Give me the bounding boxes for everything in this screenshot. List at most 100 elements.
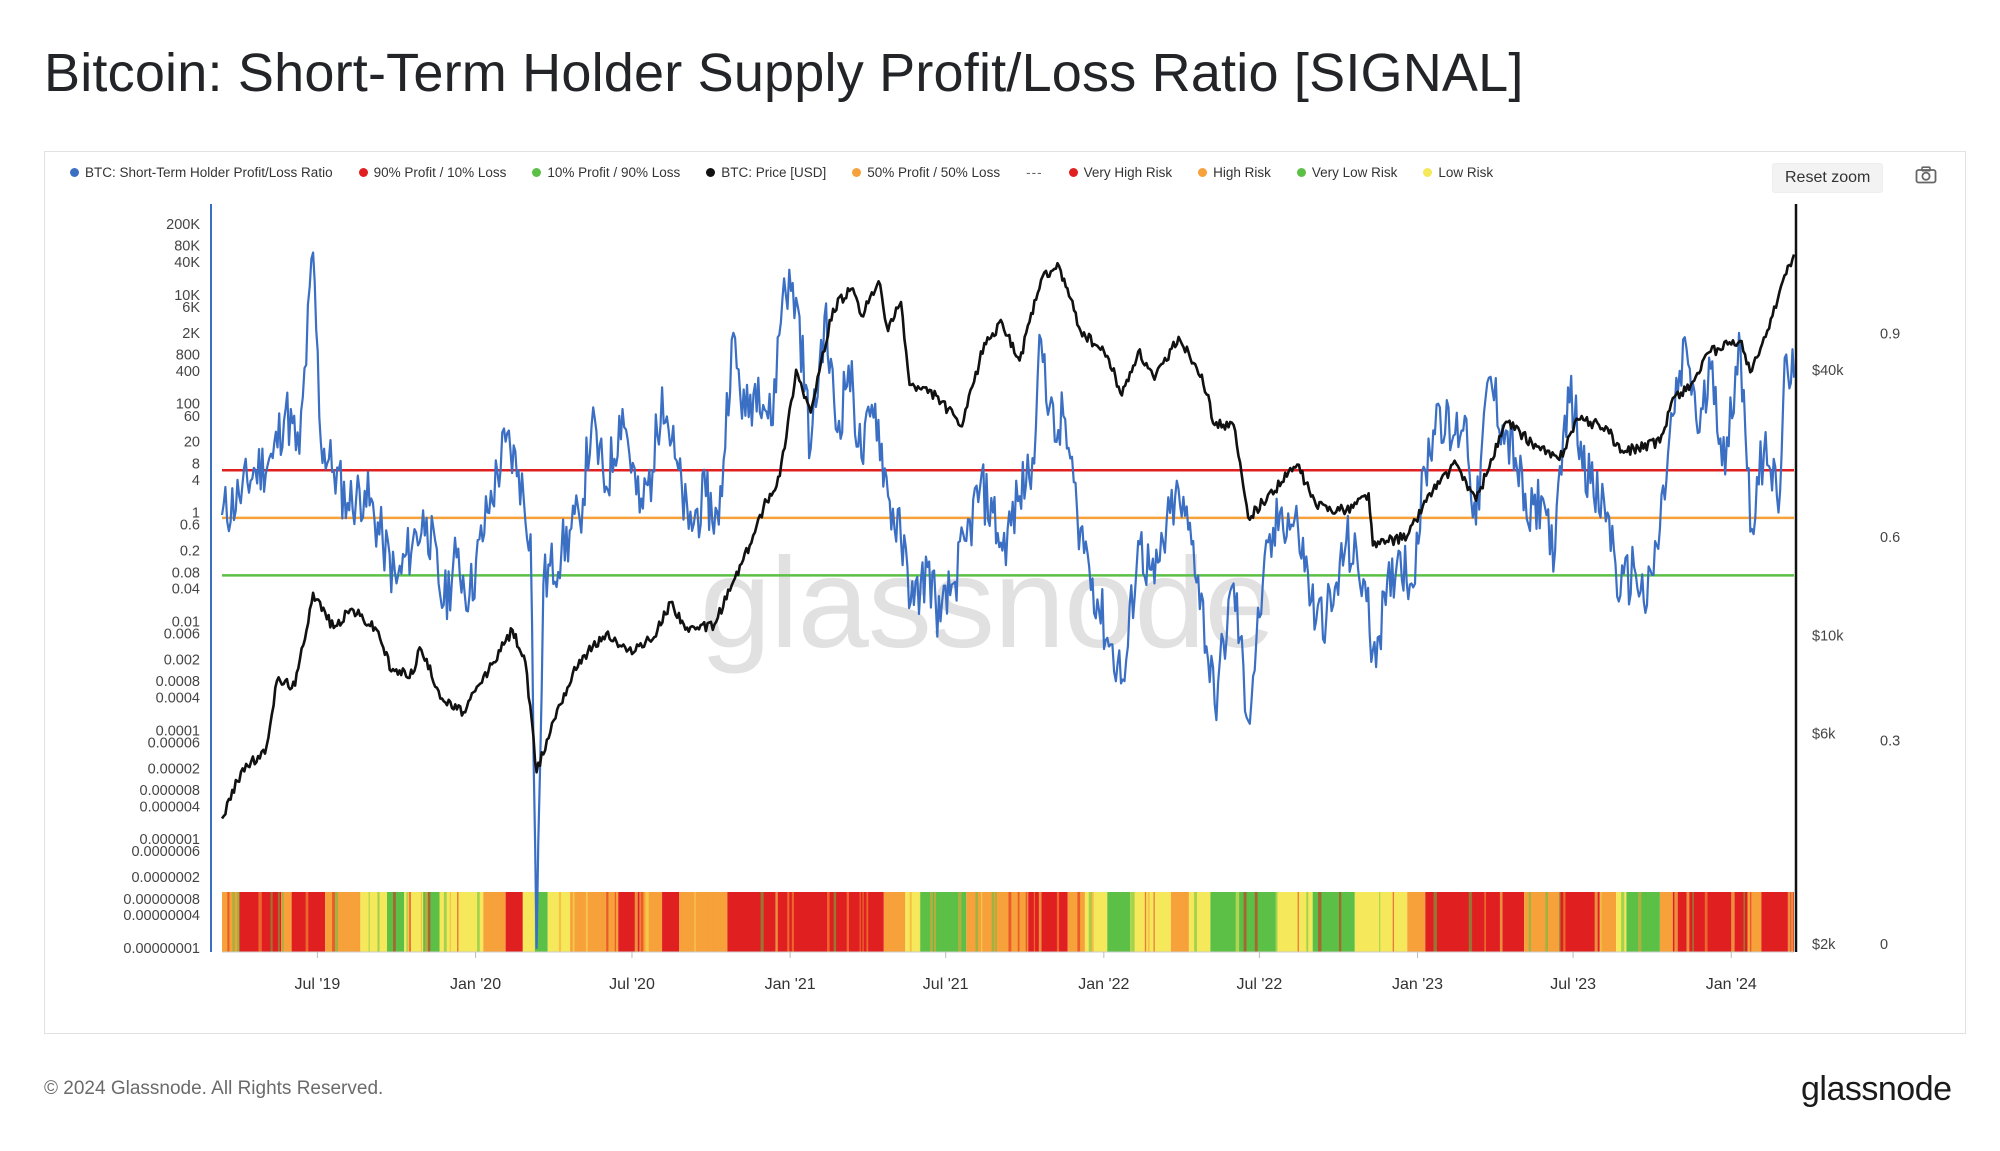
- x-tick-label: Jul '23: [1550, 976, 1596, 993]
- risk-band-stripe: [1545, 892, 1549, 952]
- risk-band-stripe: [332, 892, 335, 952]
- y-left-tick-label: 0.00000004: [123, 908, 200, 924]
- legend-item[interactable]: Very High Risk: [1068, 164, 1173, 180]
- risk-band-stripe: [665, 892, 667, 952]
- risk-band-stripe: [585, 892, 588, 952]
- risk-band-stripe: [805, 892, 809, 952]
- risk-band-segment: [1130, 892, 1171, 952]
- risk-band-segment: [662, 892, 680, 952]
- risk-band-stripe: [406, 892, 408, 952]
- y-left-tick-label: 0.00006: [148, 735, 200, 751]
- legend-item[interactable]: BTC: Short-Term Holder Profit/Loss Ratio: [70, 165, 333, 180]
- risk-band-stripe: [1185, 892, 1187, 952]
- risk-band-stripe: [846, 892, 849, 952]
- y-left-tick-label: 800: [176, 348, 200, 364]
- risk-band-stripe: [1090, 892, 1094, 952]
- risk-band-stripe: [558, 892, 562, 952]
- legend-item[interactable]: High Risk: [1198, 165, 1271, 180]
- risk-band-stripe: [775, 892, 778, 952]
- risk-band-stripe: [1505, 892, 1508, 952]
- x-tick-label: Jan '23: [1392, 976, 1443, 993]
- risk-band-stripe: [842, 892, 845, 952]
- risk-band-stripe: [727, 892, 730, 952]
- risk-band-stripe: [1077, 892, 1081, 952]
- y-left-tick-label: 0.0000006: [131, 844, 200, 860]
- risk-band-stripe: [393, 892, 396, 952]
- tick-labels: 200K80K40K10K6K2K80040010060208410.60.20…: [123, 217, 1900, 993]
- reset-zoom-button[interactable]: Reset zoom: [1772, 163, 1884, 193]
- risk-band-stripe: [1468, 892, 1473, 952]
- risk-band-stripe: [1704, 892, 1708, 952]
- risk-band-stripe: [357, 892, 360, 952]
- risk-band-stripe: [1159, 892, 1161, 952]
- y-left-tick-label: 6K: [182, 300, 200, 316]
- risk-band-segment: [1210, 892, 1276, 952]
- y-left-tick-label: 0.00000008: [123, 892, 200, 908]
- y-left-tick-label: 0.000008: [140, 783, 200, 799]
- risk-band-stripe: [1056, 892, 1060, 952]
- risk-band-stripe: [640, 892, 644, 952]
- risk-band-segment: [1067, 892, 1085, 952]
- legend: BTC: Short-Term Holder Profit/Loss Ratio…: [70, 162, 1493, 182]
- legend-label: Low Risk: [1438, 164, 1494, 180]
- legend-item[interactable]: 10% Profit / 90% Loss: [532, 165, 680, 180]
- risk-band-stripe: [1356, 892, 1358, 952]
- risk-band-stripe: [427, 892, 431, 952]
- risk-band-stripe: [866, 892, 869, 952]
- legend-item[interactable]: Very Low Risk: [1296, 165, 1397, 180]
- risk-band-stripe: [1017, 892, 1020, 952]
- risk-band-stripe: [1577, 892, 1581, 952]
- glassnode-logo: glassnode: [1801, 1070, 1952, 1108]
- chart-frame: [44, 151, 1966, 1034]
- y-right-signal-tick-label: 0.6: [1880, 530, 1900, 546]
- risk-band-stripe: [1297, 892, 1299, 952]
- risk-band-stripe: [1638, 892, 1642, 952]
- footer-copyright: © 2024 Glassnode. All Rights Reserved.: [44, 1078, 384, 1099]
- x-tick-label: Jul '19: [295, 976, 341, 993]
- risk-band-stripe: [477, 892, 480, 952]
- legend-dot-icon: [358, 167, 368, 177]
- risk-band-stripe: [1563, 892, 1566, 952]
- btc-price-line: [220, 254, 1796, 820]
- risk-band-stripe: [1471, 892, 1475, 952]
- camera-icon[interactable]: [1915, 166, 1937, 184]
- risk-band-stripe: [1692, 892, 1694, 952]
- risk-band-segment: [1170, 892, 1189, 952]
- risk-band-stripe: [1699, 892, 1702, 952]
- legend-item[interactable]: ---: [1026, 165, 1043, 180]
- risk-band-stripe: [909, 892, 912, 952]
- risk-band-segment: [1659, 892, 1673, 952]
- legend-label: Very High Risk: [1083, 164, 1173, 180]
- risk-band-stripe: [1257, 892, 1261, 952]
- risk-band-stripe: [919, 892, 921, 952]
- risk-band-stripe: [1791, 892, 1794, 952]
- axes: [210, 204, 1798, 958]
- risk-band-stripe: [457, 892, 459, 952]
- risk-band-stripe: [756, 892, 758, 952]
- risk-band-stripe: [572, 892, 575, 952]
- y-left-tick-label: 400: [176, 364, 200, 380]
- x-tick-label: Jan '24: [1706, 976, 1757, 993]
- risk-band-stripe: [1338, 892, 1342, 952]
- sth-profit-loss-ratio-line: [220, 251, 1796, 950]
- risk-band-stripe: [1528, 892, 1531, 952]
- risk-band-stripe: [377, 892, 380, 952]
- legend-item[interactable]: Low Risk: [1423, 165, 1493, 180]
- legend-item[interactable]: BTC: Price [USD]: [706, 165, 826, 180]
- risk-band-stripe: [1088, 892, 1093, 952]
- legend-item[interactable]: 50% Profit / 50% Loss: [852, 165, 1000, 180]
- risk-band-stripe: [706, 892, 709, 952]
- risk-band-stripe: [1621, 892, 1625, 952]
- x-tick-label: Jul '20: [609, 976, 655, 993]
- y-left-tick-label: 0.0000002: [131, 870, 200, 886]
- legend-label: BTC: Price [USD]: [721, 164, 827, 180]
- risk-band-stripe: [1511, 892, 1514, 952]
- risk-band-stripe: [1038, 892, 1042, 952]
- legend-item[interactable]: 90% Profit / 10% Loss: [358, 165, 506, 180]
- y-left-tick-label: 200K: [166, 217, 200, 233]
- y-left-tick-label: 2K: [182, 326, 200, 342]
- risk-band-segment: [905, 892, 920, 952]
- risk-band-stripe: [437, 892, 440, 952]
